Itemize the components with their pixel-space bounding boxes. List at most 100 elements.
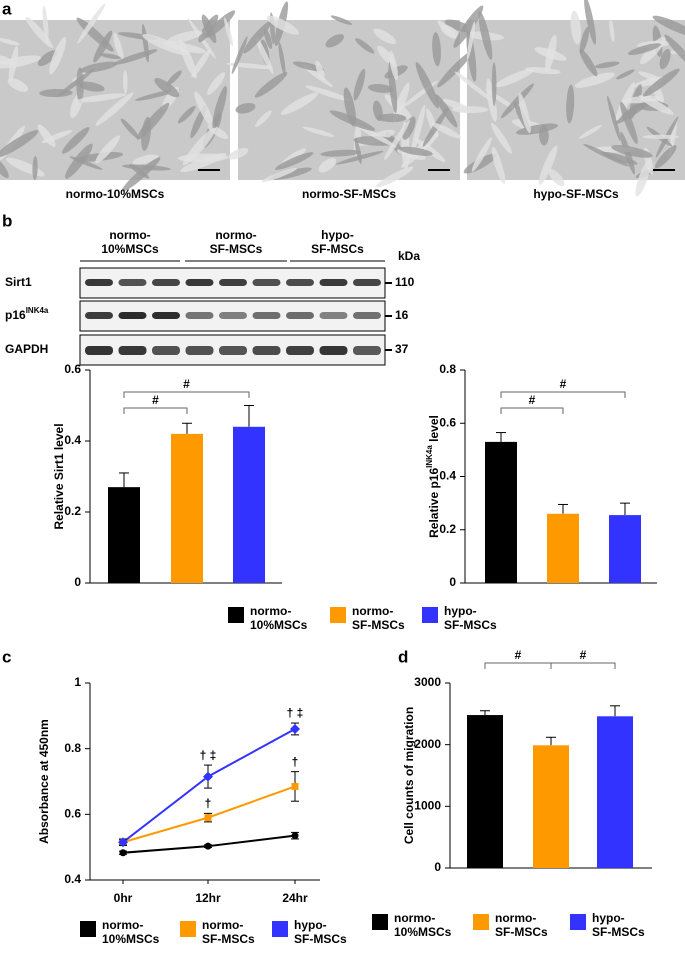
blot-band: [252, 279, 281, 286]
y-tick-label: 0.4: [439, 469, 456, 483]
marker: [119, 849, 127, 857]
cell: [414, 138, 446, 162]
blot-band: [286, 346, 314, 355]
y-tick-label: 0.4: [64, 872, 81, 886]
significance-bracket: [123, 391, 250, 398]
cell: [655, 145, 677, 169]
blot-group-label: hypo-SF-MSCs: [311, 228, 364, 256]
significance-label: † ‡: [200, 748, 217, 762]
micrograph: [226, 1, 476, 188]
significance-bracket: [123, 407, 188, 414]
cell: [194, 91, 214, 128]
blot-band: [118, 279, 147, 286]
cell: [389, 50, 398, 81]
marker: [291, 782, 299, 790]
cell: [132, 154, 159, 165]
cell: [224, 17, 234, 47]
cell: [302, 126, 335, 137]
significance-label: #: [580, 648, 587, 662]
cell: [113, 49, 158, 65]
cell: [354, 123, 397, 148]
x-tick-label: 0hr: [114, 891, 133, 905]
cell: [0, 38, 20, 46]
cell: [453, 5, 484, 48]
y-tick-label: 0.6: [64, 807, 81, 821]
blot-band: [118, 312, 147, 319]
panel-label: b: [2, 211, 12, 230]
cell: [373, 28, 397, 45]
cell: [7, 78, 29, 92]
cell: [402, 116, 416, 140]
size-label: 110: [395, 275, 415, 289]
legend-label: normo-10%MSCs: [102, 918, 160, 946]
blot-row-label: GAPDH: [5, 342, 48, 356]
cell: [574, 72, 615, 88]
blot-row-label: p16INK4a: [5, 306, 49, 322]
cell: [0, 156, 9, 179]
cell: [579, 26, 590, 54]
cell: [388, 61, 398, 113]
legend-swatch: [372, 914, 388, 930]
cell: [431, 122, 461, 139]
cell: [228, 147, 249, 160]
marker: [291, 832, 299, 840]
bar: [533, 745, 569, 868]
legend-label: normo-SF-MSCs: [352, 604, 405, 632]
cell: [330, 15, 353, 25]
legend-label: normo-SF-MSCs: [202, 918, 255, 946]
cell: [39, 88, 73, 98]
legend-label: normo-10%MSCs: [250, 604, 308, 632]
cell: [383, 119, 410, 161]
cell: [278, 42, 286, 76]
cell: [620, 101, 638, 144]
cell: [659, 48, 671, 70]
legend-label: hypo-SF-MSCs: [294, 918, 347, 946]
cell: [95, 135, 120, 164]
cell: [100, 53, 122, 60]
cell: [451, 106, 489, 114]
y-tick-label: 0.8: [439, 362, 456, 376]
blot-band: [152, 279, 180, 286]
image-caption: normo-10%MSCs: [66, 187, 165, 201]
significance-label: † ‡: [287, 706, 304, 720]
y-tick-label: 0.6: [64, 362, 81, 376]
cell: [305, 85, 350, 101]
cell: [65, 143, 93, 179]
y-axis-label: Relative Sirt1 level: [52, 423, 66, 529]
cell: [500, 83, 535, 119]
cell: [212, 86, 227, 130]
cell: [93, 30, 113, 63]
cell: [652, 15, 685, 37]
significance-label: #: [515, 648, 522, 662]
cell: [255, 36, 274, 75]
cell: [120, 118, 140, 139]
blot-band: [85, 346, 113, 355]
cell: [566, 84, 575, 124]
significance-bracket: [500, 391, 626, 398]
cell: [79, 61, 118, 73]
y-axis-label: Relative p16INK4a level: [425, 415, 441, 538]
panel-label: a: [2, 0, 12, 18]
cell: [478, 11, 493, 60]
cell: [0, 55, 42, 69]
cell: [42, 5, 49, 44]
cell: [320, 149, 361, 157]
cell: [325, 34, 344, 48]
y-tick-label: 0.4: [64, 433, 81, 447]
cell: [261, 167, 298, 183]
cell: [266, 15, 300, 35]
cell: [609, 19, 615, 43]
cell: [62, 127, 90, 154]
blot-band: [219, 346, 247, 355]
cell: [516, 123, 559, 135]
cell: [121, 157, 161, 192]
blot-band: [85, 312, 113, 319]
significance-label: #: [560, 377, 567, 391]
blot-row-label: Sirt1: [5, 275, 32, 289]
cell: [664, 34, 685, 71]
y-tick-label: 0.2: [439, 522, 456, 536]
cell: [355, 38, 375, 54]
cell: [335, 150, 384, 165]
legend-label: normo-10%MSCs: [394, 911, 452, 939]
